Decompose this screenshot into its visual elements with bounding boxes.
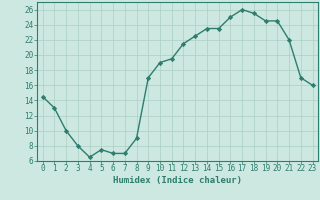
X-axis label: Humidex (Indice chaleur): Humidex (Indice chaleur): [113, 176, 242, 185]
